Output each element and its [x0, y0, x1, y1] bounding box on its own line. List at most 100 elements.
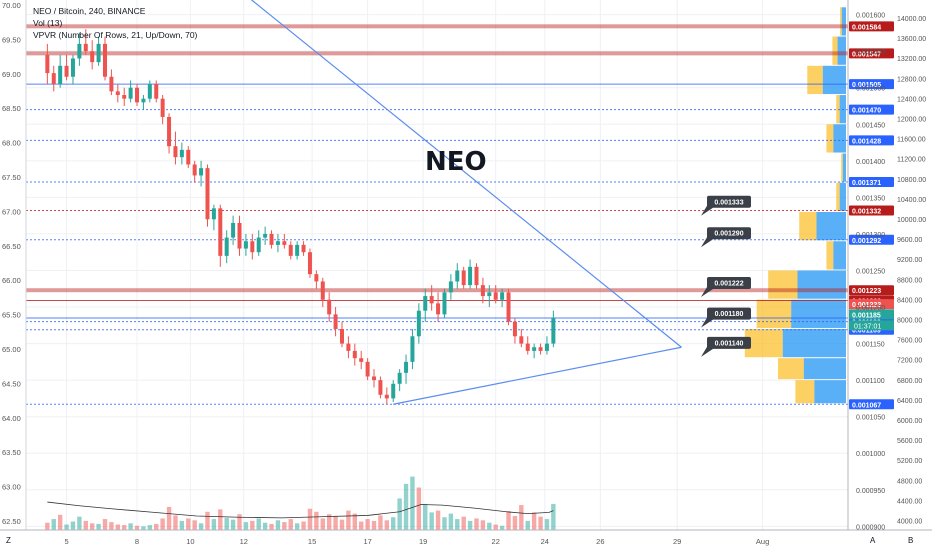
vpvr-up-bar — [842, 153, 846, 182]
candle-body — [448, 281, 453, 293]
candle-body — [218, 208, 223, 256]
level-price-tag — [849, 21, 894, 32]
volume-bar — [134, 525, 140, 530]
level-price-tag — [849, 177, 894, 188]
level-price-tag — [849, 48, 894, 59]
volume-bar — [423, 503, 428, 530]
level-band — [26, 24, 848, 29]
right-volume-tick-label: 12400.00 — [897, 96, 926, 103]
price-tick-label: 0.001000 — [856, 451, 885, 458]
volume-bar — [147, 525, 153, 530]
price-tick-label: 0.001550 — [856, 49, 885, 56]
volume-bar — [96, 523, 101, 530]
vpvr-down-bar — [840, 7, 842, 36]
level-price-tag — [849, 104, 894, 115]
candle-body — [423, 296, 428, 311]
candle-body — [442, 292, 447, 315]
candle-body — [480, 285, 485, 297]
time-tick-label: 10 — [186, 537, 194, 546]
time-tick-label: 24 — [541, 537, 549, 546]
current-price-label: 0.001222 — [852, 302, 881, 309]
level-price-label: 0.001169 — [852, 328, 881, 335]
right-volume-tick-label: 8000.00 — [897, 318, 922, 325]
price-tick-label: 0.001100 — [856, 378, 885, 385]
log-scale-button[interactable]: B — [908, 536, 914, 545]
candle-body — [339, 328, 344, 344]
candle-body — [468, 266, 473, 286]
candle-body — [192, 164, 197, 176]
volume-bar — [371, 520, 377, 530]
volume-bar — [314, 511, 319, 530]
vpvr-down-bar — [799, 212, 817, 241]
trendline-descending-resistance — [250, 0, 682, 348]
volume-bar — [224, 517, 229, 530]
candle-body — [352, 350, 357, 359]
candle-body — [70, 58, 75, 77]
volume-bar — [320, 518, 325, 530]
vpvr-down-bar — [826, 124, 834, 153]
candle-body — [141, 98, 146, 103]
level-price-label: 0.001547 — [852, 51, 881, 58]
candle-body — [199, 168, 204, 176]
vpvr-up-bar — [839, 182, 846, 211]
volume-bar — [198, 523, 204, 530]
volume-bar — [435, 510, 441, 530]
vpvr-up-bar — [833, 241, 846, 270]
volume-bar — [275, 520, 281, 530]
candle-body — [154, 84, 159, 99]
candle-body — [51, 73, 56, 85]
candle-body — [263, 233, 268, 238]
vpvr-down-bar — [777, 358, 804, 380]
zoom-icon[interactable]: Z — [6, 536, 11, 545]
callout-label: 0.001222 — [714, 280, 743, 287]
volume-bar — [294, 523, 300, 530]
vpvr-indicator-label[interactable]: VPVR (Number Of Rows, 21, Up/Down, 70) — [33, 30, 198, 40]
candle-body — [128, 87, 133, 99]
candle-body — [58, 65, 63, 85]
candle-body — [269, 233, 274, 245]
volume-bar — [160, 518, 165, 530]
volume-bar — [519, 505, 524, 530]
callout-box — [707, 227, 751, 240]
volume-bar — [512, 516, 518, 530]
left-tick-label: 68.00 — [2, 139, 21, 148]
volume-bar — [442, 517, 447, 530]
candle-body — [384, 394, 389, 399]
left-tick-label: 62.50 — [2, 517, 21, 526]
candle-body — [506, 292, 511, 322]
callout-box — [707, 307, 751, 320]
volume-bar — [269, 523, 274, 530]
candle-body — [295, 244, 300, 256]
volume-ma-line — [47, 501, 554, 519]
candle-body — [179, 149, 184, 158]
candle-body — [64, 65, 69, 77]
volume-bar — [122, 525, 127, 530]
volume-bar — [455, 519, 460, 530]
candle-body — [231, 222, 236, 238]
volume-bar — [301, 521, 306, 530]
volume-bar — [474, 518, 479, 530]
volume-indicator-label[interactable]: Vol (13) — [33, 18, 63, 28]
price-tick-label: 0.001200 — [856, 305, 885, 312]
level-band — [26, 51, 848, 56]
volume-bar — [288, 519, 293, 530]
right-volume-tick-label: 6000.00 — [897, 418, 922, 425]
candle-body — [372, 376, 377, 381]
vpvr-up-bar — [782, 328, 846, 358]
auto-scale-button[interactable]: A — [870, 536, 876, 545]
candle-body — [416, 310, 421, 337]
left-tick-label: 70.00 — [2, 1, 21, 10]
volume-bar — [397, 498, 402, 530]
candle-body — [397, 372, 402, 384]
right-volume-tick-label: 10000.00 — [897, 217, 926, 224]
vpvr-up-bar — [797, 270, 846, 299]
vpvr-up-bar — [816, 212, 846, 241]
candle-body — [429, 296, 434, 304]
right-volume-tick-label: 4800.00 — [897, 478, 922, 485]
callout-pointer — [701, 317, 713, 328]
vpvr-down-bar — [841, 153, 843, 182]
volume-bar — [179, 520, 185, 530]
volume-bar — [538, 516, 543, 530]
